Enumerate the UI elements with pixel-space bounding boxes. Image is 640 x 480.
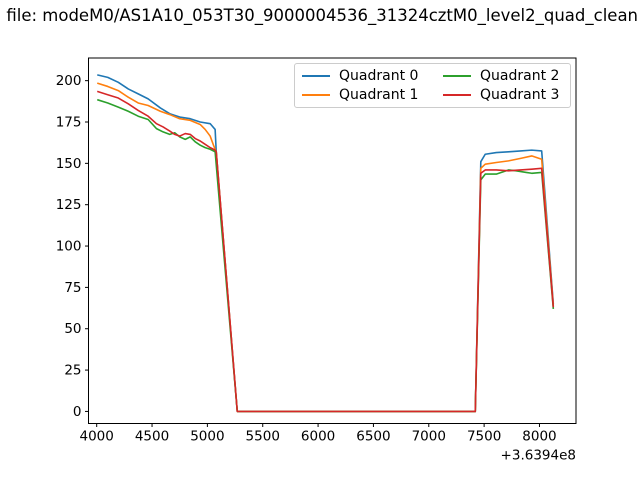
x-tick-label: 6000 <box>301 429 335 445</box>
legend-sample-line <box>302 93 330 96</box>
x-offset-label: +3.6394e8 <box>501 448 576 464</box>
series-line-quadrant-2 <box>97 98 555 413</box>
x-tick-label: 4000 <box>80 429 114 445</box>
x-tick-label: 8000 <box>522 429 556 445</box>
y-tick-label: 175 <box>56 115 82 131</box>
x-tick-label: 7500 <box>467 429 501 445</box>
legend-entry-label: Quadrant 1 <box>339 86 419 103</box>
y-tick-label: 25 <box>64 363 81 379</box>
legend-entry: Quadrant 0 <box>302 68 419 84</box>
legend-entry-label: Quadrant 3 <box>480 86 560 103</box>
axes-frame <box>88 57 577 424</box>
legend-entry-label: Quadrant 0 <box>339 68 419 85</box>
legend-entry-label: Quadrant 2 <box>480 68 560 85</box>
x-tick-label: 7000 <box>412 429 446 445</box>
x-tick-label: 5500 <box>246 429 280 445</box>
legend-sample-line <box>443 75 471 78</box>
y-tick-label: 200 <box>56 73 82 89</box>
y-tick-label: 150 <box>56 156 82 172</box>
y-tick-label: 50 <box>64 321 81 337</box>
y-tick-label: 0 <box>73 404 82 420</box>
y-tick-label: 100 <box>56 239 82 255</box>
legend-sample-line <box>443 93 471 96</box>
legend-sample-line <box>302 75 330 78</box>
series-line-quadrant-3 <box>96 90 555 413</box>
x-tick-label: 6500 <box>356 429 390 445</box>
legend-entry: Quadrant 3 <box>443 87 560 103</box>
legend-entry: Quadrant 2 <box>443 68 560 84</box>
series-line-quadrant-1 <box>96 82 555 413</box>
chart-title: a file: modeM0/AS1A10_053T30_9000004536_… <box>0 6 639 25</box>
x-tick-label: 4500 <box>135 429 169 445</box>
legend: Quadrant 0 Quadrant 1 Quadrant 2 Quadrant 3 <box>294 63 571 108</box>
legend-entry: Quadrant 1 <box>302 87 419 103</box>
series-line-quadrant-0 <box>97 74 555 413</box>
y-tick-label: 75 <box>64 280 81 296</box>
y-tick-label: 125 <box>56 197 82 213</box>
x-tick-label: 5000 <box>190 429 224 445</box>
